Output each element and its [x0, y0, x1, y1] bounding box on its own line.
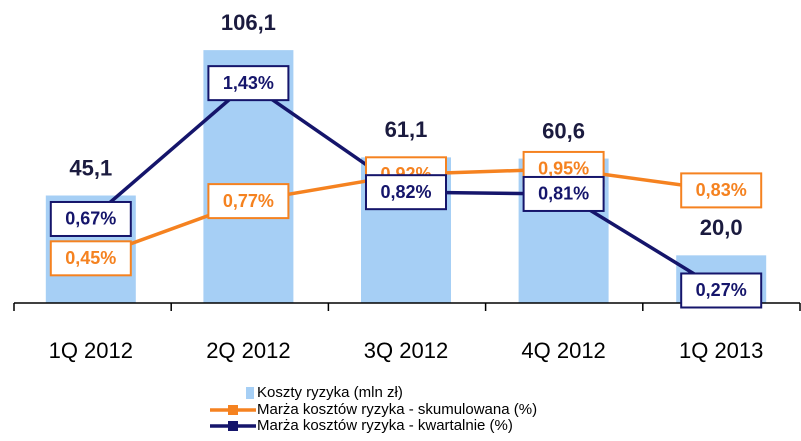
value-label: 1,43% [223, 73, 274, 93]
legend-label: Marża kosztów ryzyka - kwartalnie (%) [257, 417, 513, 434]
value-label: 45,1 [69, 155, 112, 180]
x-tick-label: 4Q 2012 [521, 338, 605, 363]
legend-marker [228, 421, 238, 431]
x-tick-label: 1Q 2012 [49, 338, 133, 363]
legend-label: Marża kosztów ryzyka - skumulowana (%) [257, 401, 537, 418]
label-box [49, 200, 132, 237]
value-label: 0,45% [65, 248, 116, 268]
value-label: 0,81% [538, 184, 589, 204]
value-label: 0,77% [223, 191, 274, 211]
label-box [49, 240, 132, 277]
label-box [207, 183, 290, 220]
value-label: 20,0 [700, 215, 743, 240]
x-tick-label: 3Q 2012 [364, 338, 448, 363]
legend-swatch [246, 387, 254, 399]
label-box [365, 174, 447, 211]
value-label: 0,82% [380, 182, 431, 202]
value-label: 106,1 [221, 10, 276, 35]
label-box [207, 65, 290, 102]
x-tick-label: 2Q 2012 [206, 338, 290, 363]
legend-marker [228, 405, 238, 415]
value-label: 61,1 [385, 117, 428, 142]
label-box [680, 172, 763, 209]
value-label: 0,27% [696, 280, 747, 300]
value-label: 0,83% [696, 180, 747, 200]
label-box [680, 272, 763, 309]
label-box [522, 175, 605, 212]
value-label: 0,67% [65, 209, 116, 229]
value-label: 0,95% [538, 159, 589, 179]
value-label: 60,6 [542, 118, 585, 143]
x-tick-label: 1Q 2013 [679, 338, 763, 363]
legend-label: Koszty ryzyka (mln zł) [257, 384, 403, 401]
